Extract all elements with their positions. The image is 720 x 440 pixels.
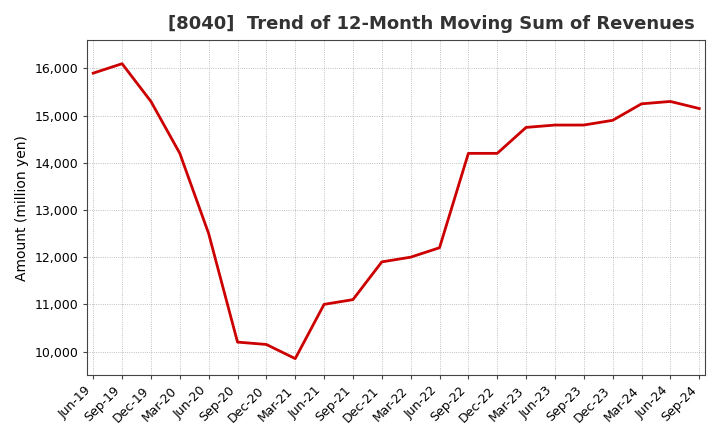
- Text: [8040]  Trend of 12-Month Moving Sum of Revenues: [8040] Trend of 12-Month Moving Sum of R…: [168, 15, 695, 33]
- Y-axis label: Amount (million yen): Amount (million yen): [15, 135, 29, 281]
